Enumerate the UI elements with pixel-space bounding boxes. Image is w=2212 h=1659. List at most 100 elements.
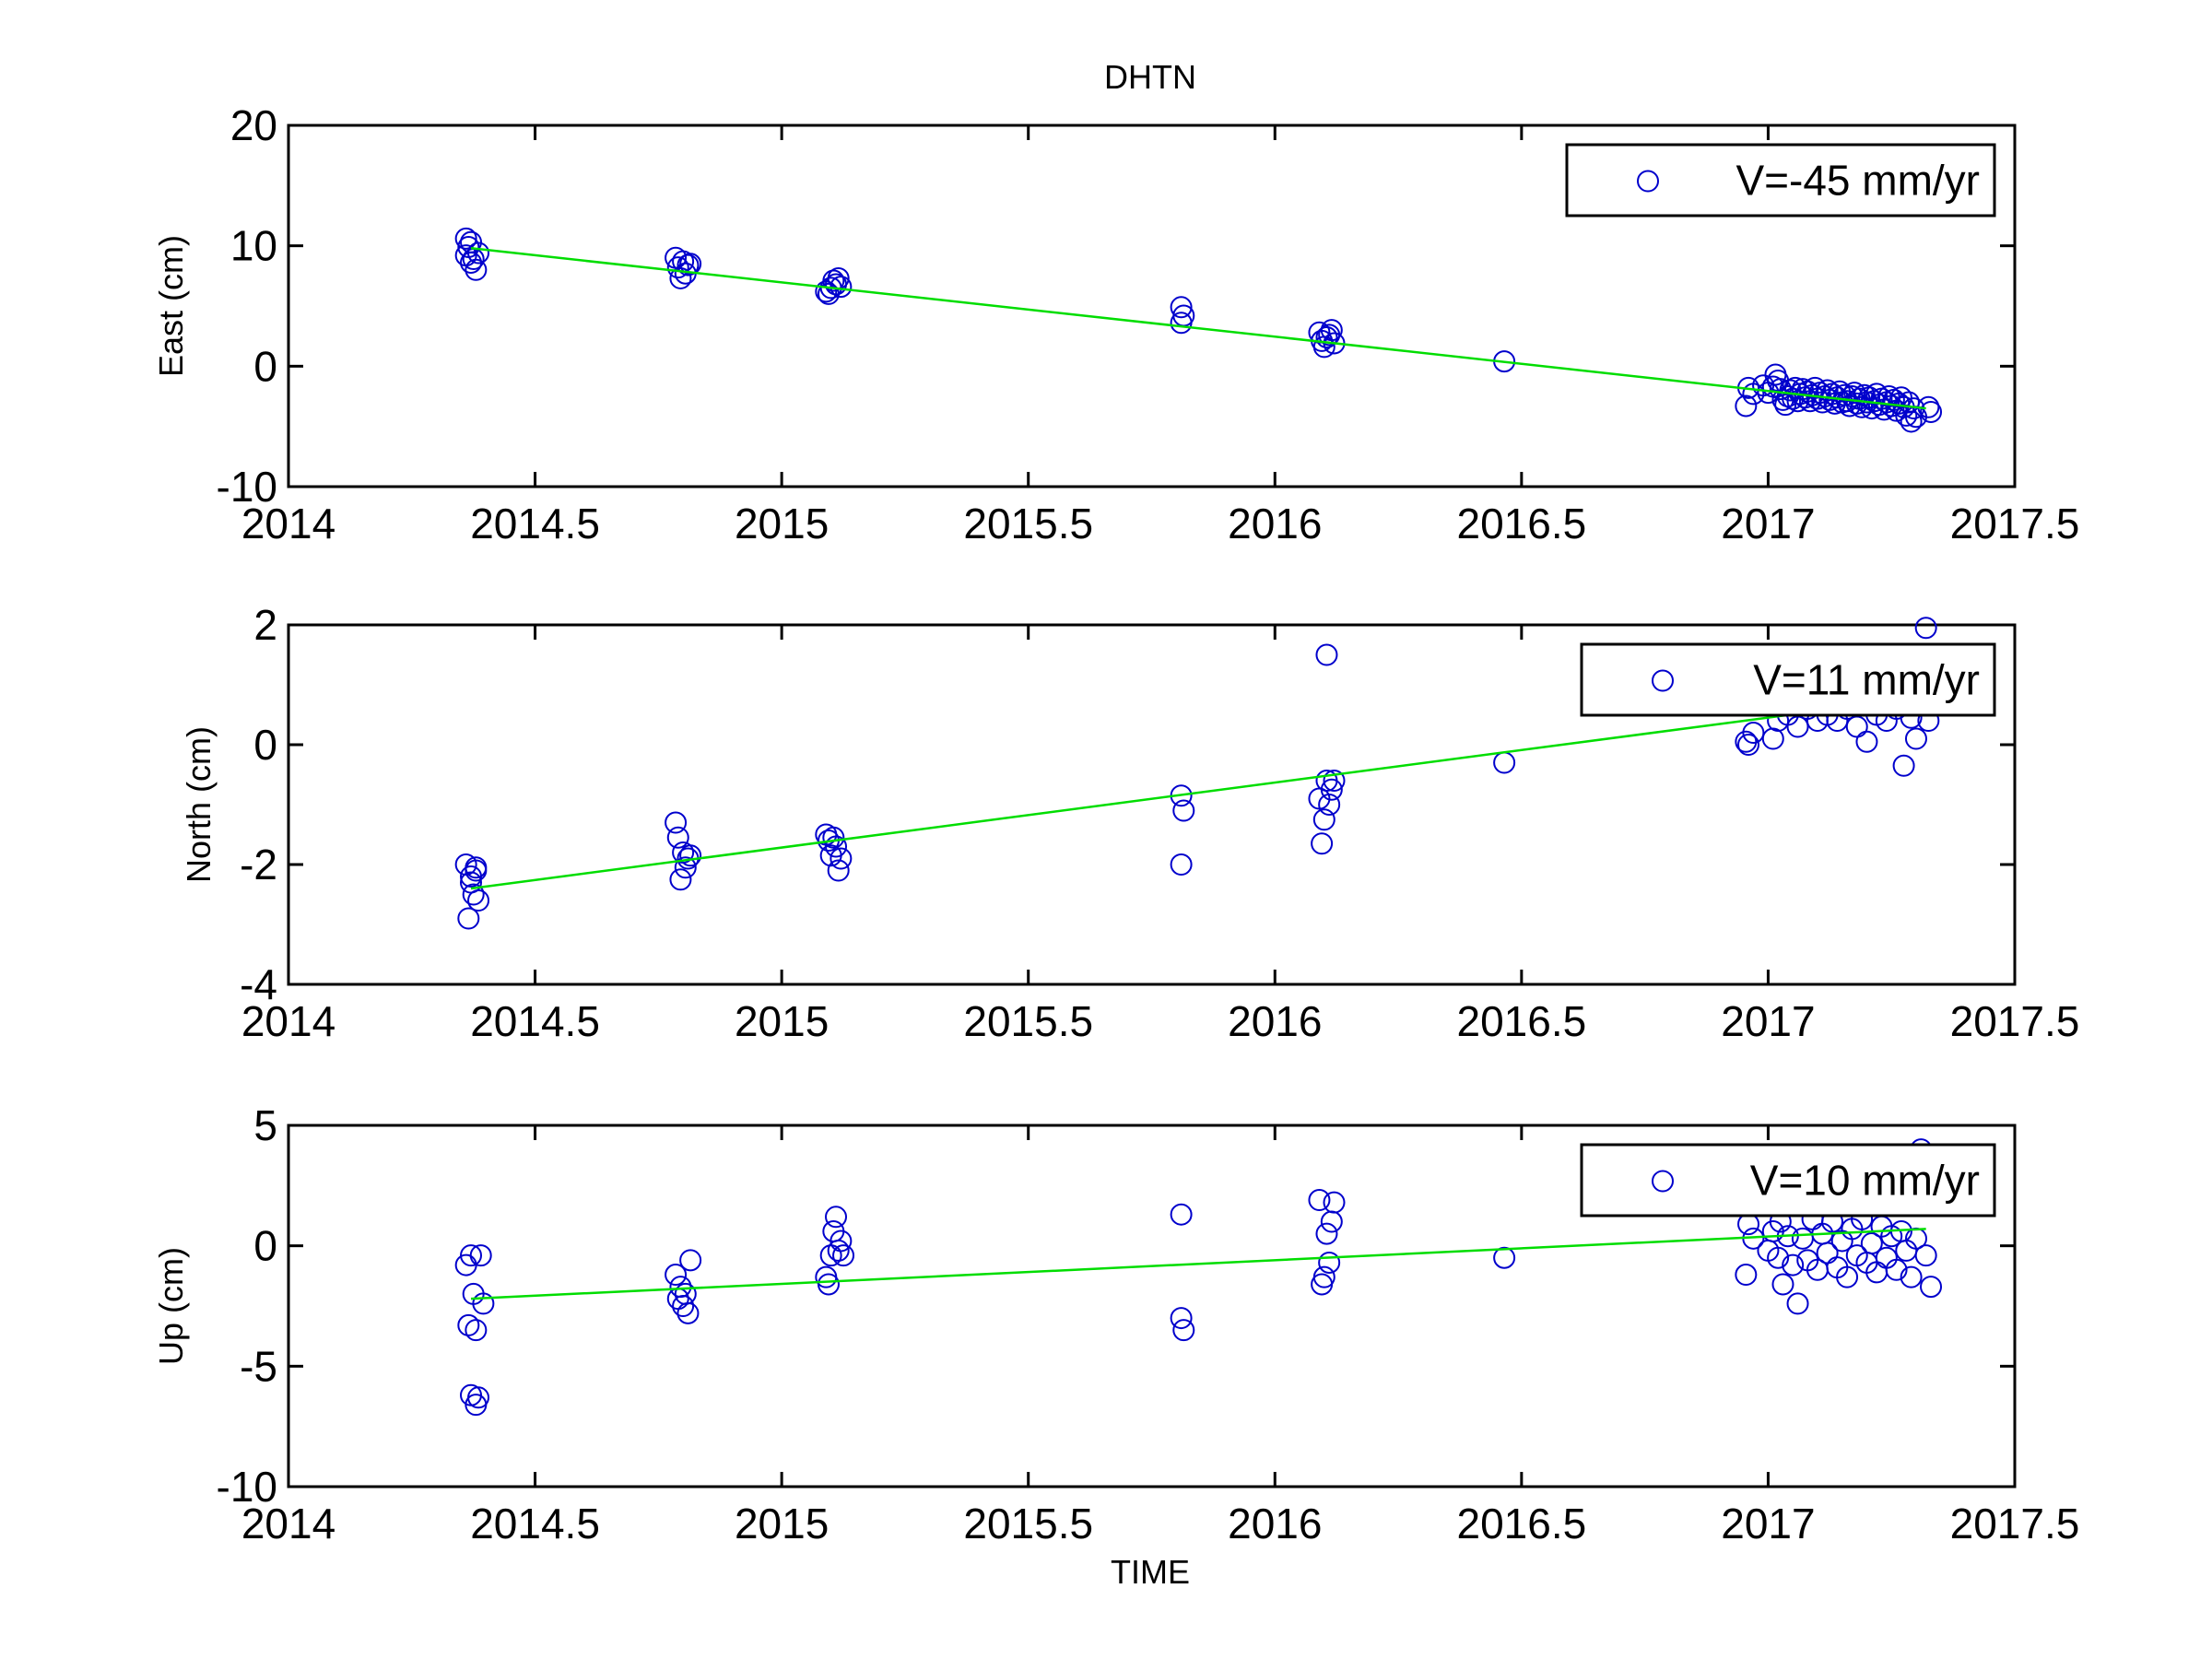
north-data-point xyxy=(1892,754,1915,777)
up-xtick-label: 2017.5 xyxy=(1950,1500,2080,1547)
east-data-point xyxy=(1320,319,1343,342)
up-ytick-label: -10 xyxy=(217,1463,277,1511)
north-data-point xyxy=(1315,643,1338,666)
east-data-point xyxy=(1774,394,1797,417)
up-data-point xyxy=(1323,1191,1346,1214)
east-xtick-label: 2015.5 xyxy=(963,500,1093,547)
up-data-point xyxy=(457,1313,480,1336)
up-ytick-label: 0 xyxy=(253,1222,277,1270)
east-data-point xyxy=(1845,392,1868,415)
east-data-point xyxy=(454,244,477,267)
north-data-point xyxy=(825,835,848,858)
north-axes-box xyxy=(287,623,2017,986)
up-data-point xyxy=(830,1230,853,1253)
north-ytick-label: 2 xyxy=(253,601,277,649)
north-data-point xyxy=(462,883,485,906)
up-data-point xyxy=(1170,1307,1193,1330)
up-data-point xyxy=(1318,1251,1341,1274)
up-subplot: 2014 2014.5 2015 2015.5 2016 2016.5 2017 2017.5… xyxy=(152,1101,2079,1547)
north-fit-line xyxy=(470,695,1926,890)
east-ytick-label: -10 xyxy=(217,463,277,511)
up-data-point xyxy=(1315,1222,1338,1245)
up-ytick-label: 5 xyxy=(253,1101,277,1149)
east-axes-box xyxy=(287,124,2017,488)
north-data-point xyxy=(1311,832,1334,855)
north-data-point xyxy=(457,907,480,930)
up-data-point xyxy=(1920,1276,1943,1299)
east-ytick-label: 20 xyxy=(230,101,277,149)
up-data-point xyxy=(677,1301,700,1324)
north-ytick-label: -4 xyxy=(240,960,277,1008)
up-data-point xyxy=(469,1244,492,1267)
up-data-point xyxy=(1782,1253,1805,1277)
east-ytick-label: 10 xyxy=(230,222,277,270)
up-data-point xyxy=(1735,1264,1758,1287)
east-fit-line xyxy=(470,247,1926,410)
north-xtick-label: 2014.5 xyxy=(470,997,600,1045)
up-data-point xyxy=(1767,1246,1790,1269)
north-data-point xyxy=(827,859,850,882)
north-data-point xyxy=(1742,722,1765,744)
north-legend-label: V=11 mm/yr xyxy=(1753,656,1980,704)
up-data-point xyxy=(467,1386,490,1409)
north-data-point xyxy=(460,871,483,894)
up-ytick-label: -5 xyxy=(240,1342,277,1390)
north-data-point xyxy=(674,856,697,879)
east-data-point xyxy=(666,256,689,279)
up-xtick-label: 2014.5 xyxy=(470,1500,600,1547)
up-data-point xyxy=(465,1319,488,1342)
up-data-point xyxy=(817,1273,840,1296)
figure-title: DHTN xyxy=(1104,58,1196,96)
up-xtick-label: 2015.5 xyxy=(963,1500,1093,1547)
up-legend: V=10 mm/yr xyxy=(1580,1143,1996,1218)
north-xtick-label: 2016.5 xyxy=(1457,997,1587,1045)
up-data-point xyxy=(1900,1265,1923,1288)
up-data-point xyxy=(1860,1232,1883,1255)
east-legend-marker xyxy=(1637,170,1659,193)
x-axis-label: TIME xyxy=(1111,1553,1190,1591)
north-data-point xyxy=(1737,734,1760,756)
up-series xyxy=(454,1138,1943,1417)
north-data-point xyxy=(1914,617,1937,640)
north-data-point xyxy=(1320,778,1343,801)
north-data-point xyxy=(679,844,702,867)
east-data-point xyxy=(1735,394,1758,418)
north-xtick-label: 2017.5 xyxy=(1950,997,2080,1045)
east-subplot: 2014 2014.5 2015 2015.5 2016 2016.5 2017 2017.5… xyxy=(152,101,2079,547)
east-series xyxy=(454,227,1943,433)
up-data-point xyxy=(472,1292,495,1315)
north-data-point xyxy=(665,811,688,834)
north-y-axis-label: North (cm) xyxy=(180,726,218,883)
east-data-point xyxy=(1170,296,1193,319)
up-data-point xyxy=(665,1264,688,1287)
up-data-point xyxy=(1836,1265,1859,1288)
north-subplot: 2014 2014.5 2015 2015.5 2016 2016.5 2017 2017.5… xyxy=(180,601,2079,1045)
up-data-point xyxy=(1170,1203,1193,1226)
up-legend-box xyxy=(1580,1143,1996,1218)
east-ytick-label: 0 xyxy=(253,342,277,390)
up-xtick-label: 2017 xyxy=(1721,1500,1815,1547)
up-data-point xyxy=(1914,1244,1937,1267)
east-xtick-label: 2016.5 xyxy=(1457,500,1587,547)
east-data-point xyxy=(822,269,845,292)
up-data-point xyxy=(1786,1292,1809,1315)
east-xtick-label: 2017 xyxy=(1721,500,1815,547)
up-data-point xyxy=(1493,1246,1516,1269)
up-xtick-label: 2016.5 xyxy=(1457,1500,1587,1547)
east-xtick-label: 2014.5 xyxy=(470,500,600,547)
up-y-axis-label: Up (cm) xyxy=(152,1247,190,1365)
up-data-point xyxy=(1771,1273,1794,1296)
north-data-point xyxy=(830,847,853,870)
north-xtick-label: 2014 xyxy=(241,997,335,1045)
up-data-point xyxy=(1885,1258,1908,1281)
up-axes-box xyxy=(287,1124,2017,1488)
up-data-point xyxy=(679,1249,702,1272)
north-data-point xyxy=(1318,794,1341,816)
north-data-point xyxy=(1904,727,1927,750)
up-legend-marker xyxy=(1652,1170,1674,1193)
up-legend-label: V=10 mm/yr xyxy=(1750,1157,1980,1205)
subplots-container: 2014 2014.5 2015 2015.5 2016 2016.5 2017 2017.5… xyxy=(152,101,2079,1547)
north-data-point xyxy=(465,856,488,879)
